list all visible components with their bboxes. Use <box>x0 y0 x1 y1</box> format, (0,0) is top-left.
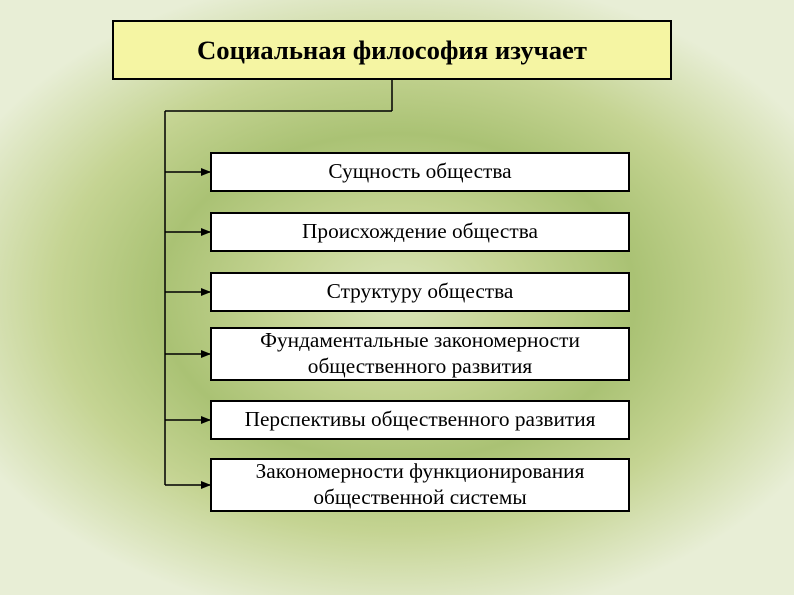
diagram-item-label: Сущность общества <box>328 159 511 185</box>
diagram-canvas: Социальная философия изучает Сущность об… <box>0 0 794 595</box>
diagram-title-text: Социальная философия изучает <box>197 35 587 66</box>
diagram-item: Фундаментальные закономерности обществен… <box>210 327 630 381</box>
diagram-item: Структуру общества <box>210 272 630 312</box>
diagram-item: Сущность общества <box>210 152 630 192</box>
diagram-item-label: Происхождение общества <box>302 219 538 245</box>
diagram-item-label: Фундаментальные закономерности обществен… <box>220 328 620 379</box>
diagram-item: Происхождение общества <box>210 212 630 252</box>
diagram-item-label: Закономерности функционирования обществе… <box>220 459 620 510</box>
diagram-item: Закономерности функционирования обществе… <box>210 458 630 512</box>
diagram-item: Перспективы общественного развития <box>210 400 630 440</box>
diagram-item-label: Структуру общества <box>327 279 514 305</box>
diagram-item-label: Перспективы общественного развития <box>245 407 596 433</box>
diagram-title: Социальная философия изучает <box>112 20 672 80</box>
